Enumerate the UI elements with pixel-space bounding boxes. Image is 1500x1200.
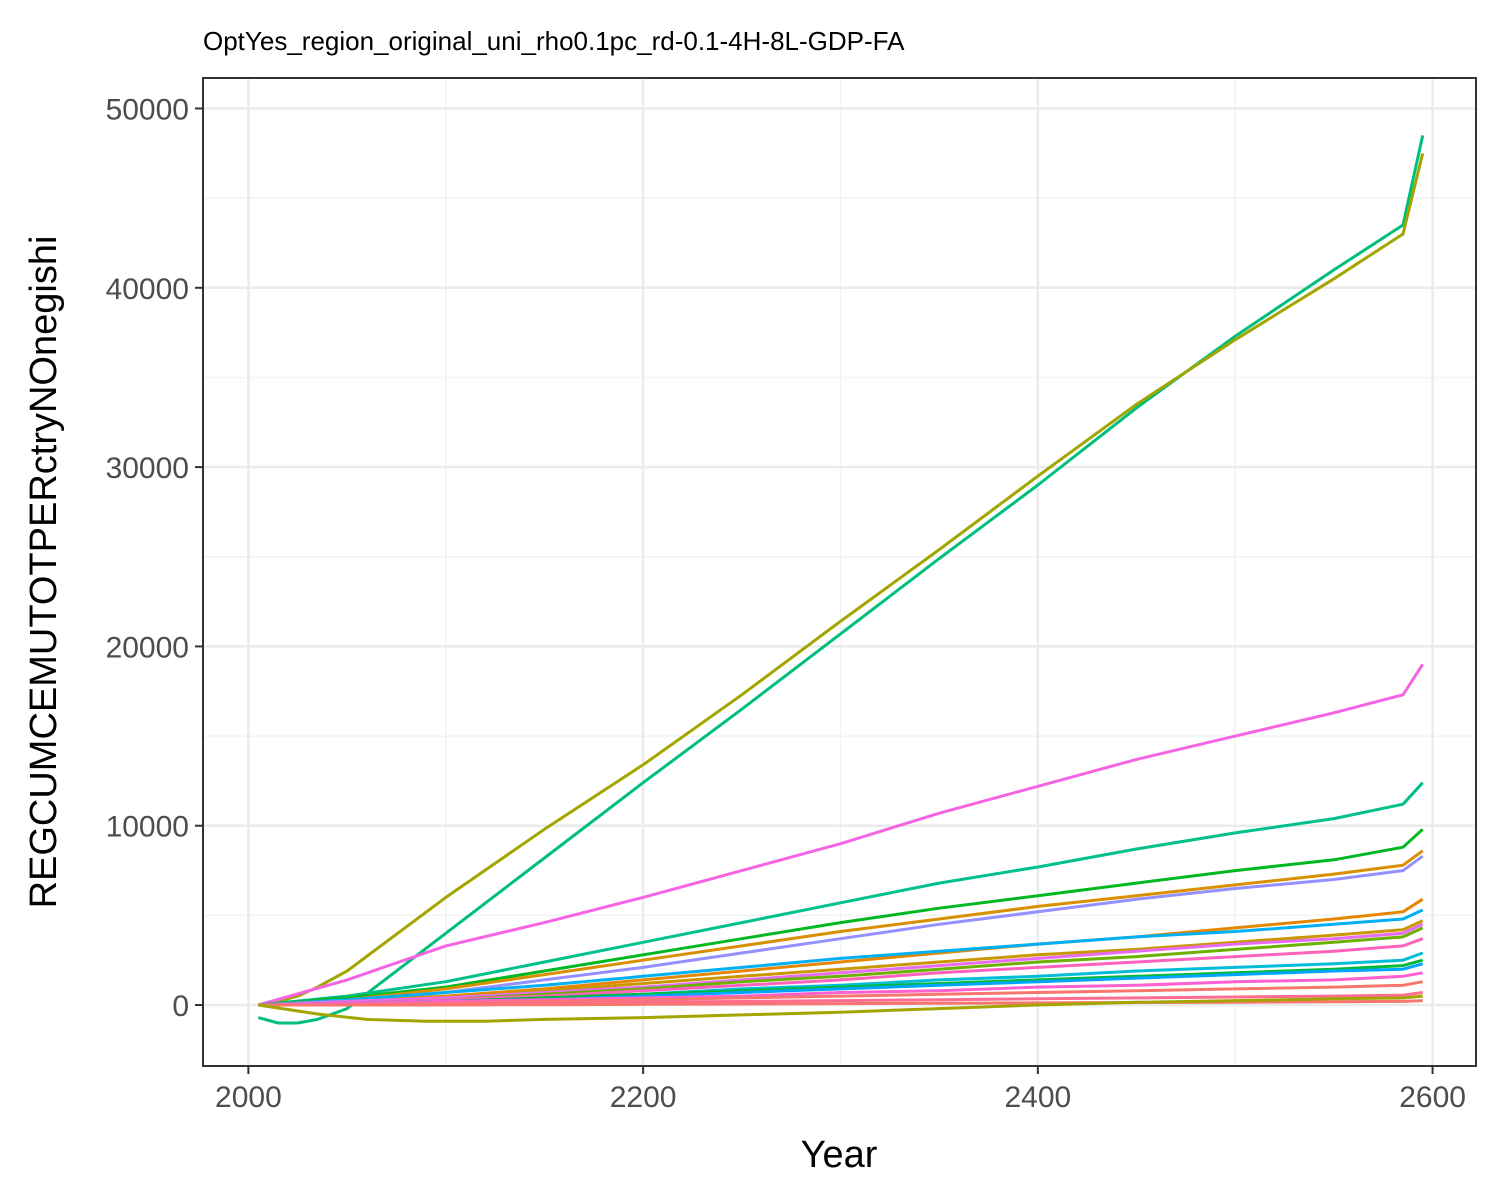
y-tick-label: 40000 [106, 273, 189, 306]
series-line-5 [258, 828, 1424, 1007]
series-line-3 [257, 663, 1424, 1007]
series-line-6 [258, 849, 1424, 1007]
x-tick-label: 2000 [215, 1081, 282, 1114]
series-line-21 [258, 994, 1423, 1023]
series-line-9 [258, 908, 1424, 1007]
y-axis-title: REGCUMCEMUTOTPERctryNOnegishi [23, 236, 65, 909]
series-line-4 [258, 781, 1424, 1007]
series-line-13 [258, 937, 1424, 1007]
series-line-11 [258, 922, 1424, 1007]
series-line-20 [258, 999, 1423, 1007]
y-tick-label: 50000 [106, 93, 189, 126]
chart-title: OptYes_region_original_uni_rho0.1pc_rd-0… [203, 26, 905, 56]
y-tick-label: 20000 [106, 631, 189, 664]
x-tick-label: 2600 [1399, 1081, 1466, 1114]
axes: 2000 2200 2400 2600 0 10000 20000 30000 40000 500… [106, 93, 1466, 1114]
series-line-1 [257, 135, 1425, 1025]
x-tick-label: 2400 [1004, 1081, 1071, 1114]
y-tick-label: 0 [172, 990, 189, 1023]
series-line-17 [258, 971, 1423, 1007]
series-lines [257, 135, 1425, 1025]
x-tick-label: 2200 [610, 1081, 677, 1114]
x-axis-title: Year [801, 1134, 878, 1176]
y-tick-label: 30000 [106, 452, 189, 485]
y-tick-label: 10000 [106, 811, 189, 844]
series-line-8 [258, 897, 1424, 1007]
plot-panel-border [202, 77, 1477, 1067]
